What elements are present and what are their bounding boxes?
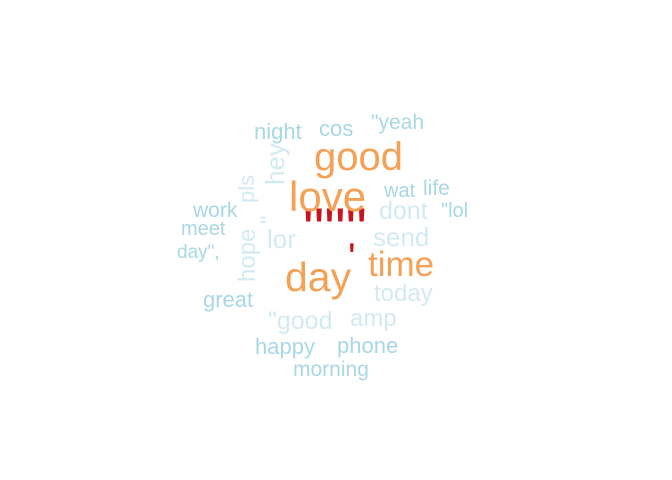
word-day: day	[285, 254, 352, 300]
word-happy: happy	[255, 334, 315, 359]
word-today: today	[374, 280, 433, 307]
word-yeah: "yeah	[371, 111, 424, 134]
word-time: time	[368, 245, 435, 284]
word-great: great	[203, 287, 254, 312]
word-cos: cos	[319, 116, 354, 141]
word-work: work	[193, 199, 238, 222]
word-pls: pls	[234, 174, 259, 203]
word-day-quoted: day",	[177, 242, 220, 263]
word-amp: amp	[350, 305, 397, 332]
word-night: night	[254, 119, 302, 144]
word-phone: phone	[337, 333, 399, 358]
word-lol: "lol	[441, 200, 469, 222]
word-love: love	[289, 173, 367, 220]
word-apostrophe: '	[348, 236, 356, 280]
word-good: good	[314, 135, 403, 179]
word-hope: hope	[234, 228, 261, 282]
word-good-quoted: "good	[268, 307, 333, 335]
word-send: send	[373, 222, 430, 252]
word-meet: meet	[181, 218, 226, 240]
word-hey: hey	[260, 143, 290, 185]
word-quotes: """	[303, 196, 367, 263]
word-wat: wat	[384, 180, 416, 202]
word-lor: lor	[267, 224, 296, 254]
word-morning: morning	[293, 358, 369, 381]
word-life: life	[423, 177, 450, 200]
word-quote: "	[256, 215, 283, 224]
word-dont: dont	[379, 197, 428, 225]
